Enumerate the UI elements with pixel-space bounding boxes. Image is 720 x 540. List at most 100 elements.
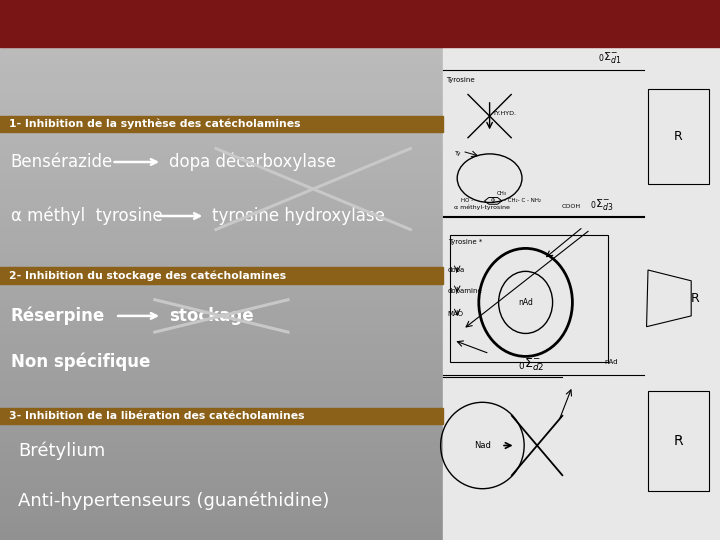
Bar: [0, 225, 720, 234]
Bar: [0, 378, 720, 387]
Bar: [0, 495, 720, 504]
Text: Ty: Ty: [455, 151, 462, 157]
Text: 2- Inhibition du stockage des catécholamines: 2- Inhibition du stockage des catécholam…: [9, 270, 286, 281]
Bar: [648, 89, 709, 184]
Bar: [0, 531, 720, 540]
Bar: [450, 235, 608, 362]
Bar: [0, 0, 720, 47]
Bar: [0, 441, 720, 450]
Bar: [0, 27, 720, 36]
Bar: [0, 288, 720, 297]
Text: Φ: Φ: [491, 198, 495, 204]
Bar: [0, 252, 720, 261]
Bar: [0, 162, 720, 171]
Bar: [0, 108, 720, 117]
Bar: [0, 369, 720, 378]
Text: $_0\Sigma_{d3}^{-}$: $_0\Sigma_{d3}^{-}$: [590, 197, 614, 212]
Text: R: R: [673, 434, 683, 448]
Text: $_0\Sigma_{d1}^{-}$: $_0\Sigma_{d1}^{-}$: [598, 50, 621, 65]
Bar: [0, 405, 720, 414]
Bar: [0, 153, 720, 162]
Bar: [0, 408, 443, 424]
Text: CH₃: CH₃: [497, 191, 507, 197]
Bar: [0, 270, 720, 279]
Bar: [0, 387, 720, 396]
Bar: [0, 333, 720, 342]
Text: nAd: nAd: [518, 298, 533, 307]
Bar: [0, 180, 720, 189]
Text: 1- Inhibition de la synthèse des catécholamines: 1- Inhibition de la synthèse des catécho…: [9, 119, 300, 130]
Bar: [0, 9, 720, 18]
Bar: [0, 99, 720, 108]
Bar: [0, 522, 720, 531]
Text: MAO: MAO: [448, 311, 464, 318]
Bar: [0, 189, 720, 198]
Text: HO -: HO -: [461, 198, 473, 204]
Bar: [0, 36, 720, 45]
Bar: [0, 54, 720, 63]
Text: tyrosine hydroxylase: tyrosine hydroxylase: [212, 207, 385, 225]
Text: Tyrosine *: Tyrosine *: [448, 239, 482, 246]
Bar: [0, 504, 720, 513]
Bar: [0, 342, 720, 351]
Bar: [0, 243, 720, 252]
Bar: [0, 423, 720, 432]
Bar: [0, 144, 720, 153]
Bar: [0, 477, 720, 486]
Bar: [0, 351, 720, 360]
Text: α méthyl-tyrosine: α méthyl-tyrosine: [454, 204, 510, 210]
Bar: [0, 116, 443, 132]
Bar: [0, 135, 720, 144]
Bar: [0, 171, 720, 180]
Bar: [0, 315, 720, 324]
Text: TY.HYD.: TY.HYD.: [493, 111, 517, 116]
Bar: [0, 126, 720, 135]
Bar: [0, 90, 720, 99]
Bar: [0, 216, 720, 225]
Text: Tyrosine: Tyrosine: [446, 77, 475, 83]
Bar: [0, 279, 720, 288]
Bar: [0, 396, 720, 405]
Text: 3- Inhibition de la libération des catécholamines: 3- Inhibition de la libération des catéc…: [9, 411, 304, 421]
Text: Anti-hypertenseurs (guanéthidine): Anti-hypertenseurs (guanéthidine): [18, 492, 329, 510]
Bar: [0, 198, 720, 207]
Bar: [0, 486, 720, 495]
Text: dopamine: dopamine: [448, 287, 482, 294]
Bar: [0, 450, 720, 459]
Text: R: R: [674, 130, 683, 143]
Bar: [0, 297, 720, 306]
Bar: [0, 18, 720, 27]
Text: Brétylium: Brétylium: [18, 442, 105, 460]
Bar: [0, 468, 720, 477]
Bar: [0, 63, 720, 72]
Bar: [0, 324, 720, 333]
Text: α méthyl  tyrosine: α méthyl tyrosine: [11, 207, 163, 225]
Bar: [0, 414, 720, 423]
Bar: [648, 392, 709, 491]
Text: $_0\Sigma_{d2}^{-}$: $_0\Sigma_{d2}^{-}$: [518, 356, 544, 373]
Bar: [0, 234, 720, 243]
Bar: [0, 459, 720, 468]
Text: nAd: nAd: [605, 359, 618, 365]
Text: dopa décarboxylase: dopa décarboxylase: [169, 153, 336, 171]
Bar: [0, 207, 720, 216]
Bar: [0, 117, 720, 126]
Bar: [0, 432, 720, 441]
Text: Non spécifique: Non spécifique: [11, 353, 150, 371]
Bar: [0, 360, 720, 369]
Text: COOH: COOH: [562, 204, 581, 210]
Text: Nad: Nad: [474, 441, 491, 450]
Bar: [0, 267, 443, 284]
Bar: [0, 45, 720, 54]
Bar: [0, 0, 720, 9]
Text: Réserpine: Réserpine: [11, 307, 105, 325]
Bar: [0, 81, 720, 90]
Text: stockage: stockage: [169, 307, 254, 325]
Bar: [0, 261, 720, 270]
Text: - CH₂- C - NH₂: - CH₂- C - NH₂: [504, 198, 541, 204]
Text: R: R: [691, 292, 700, 305]
Text: Bensérazide: Bensérazide: [11, 153, 113, 171]
Text: dopa: dopa: [448, 267, 465, 273]
Bar: [443, 47, 720, 540]
Bar: [0, 306, 720, 315]
